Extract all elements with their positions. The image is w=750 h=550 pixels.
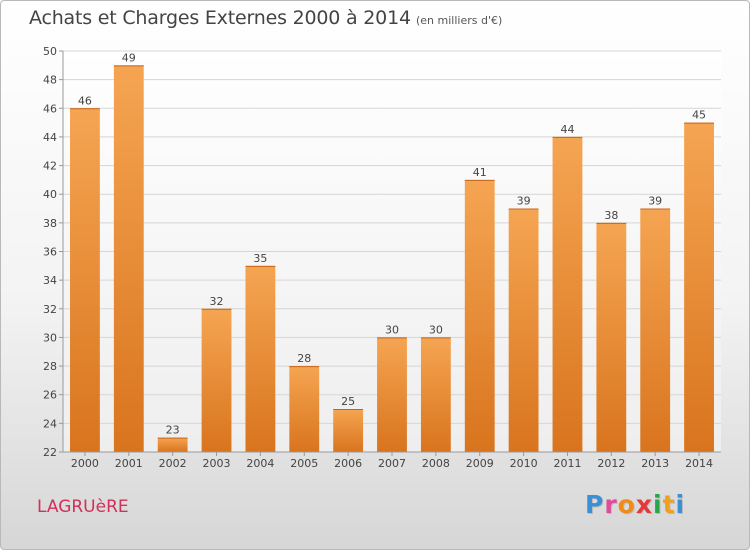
proxiti-logo[interactable]: Proxiti — [585, 490, 685, 519]
bar-2014[interactable] — [684, 122, 714, 452]
x-tick-label: 2005 — [290, 457, 318, 470]
bar-value-label: 30 — [429, 323, 443, 336]
y-tick-label: 40 — [43, 188, 57, 201]
bar-2008[interactable] — [420, 337, 451, 452]
bar-2009[interactable] — [464, 179, 495, 452]
y-tick-label: 24 — [43, 417, 57, 430]
bar-value-label: 30 — [385, 323, 399, 336]
bar-value-label: 38 — [604, 209, 618, 222]
y-tick-label: 34 — [43, 274, 57, 287]
logo-letter: r — [604, 490, 618, 519]
bar-2006[interactable] — [333, 409, 364, 452]
x-tick-label: 2006 — [334, 457, 362, 470]
logo-letter: P — [585, 490, 605, 519]
bar-value-label: 41 — [473, 166, 487, 179]
x-tick-label: 2003 — [203, 457, 231, 470]
x-tick-label: 2007 — [378, 457, 406, 470]
bar-value-label: 44 — [560, 123, 574, 136]
x-tick-label: 2009 — [466, 457, 494, 470]
x-tick-label: 2008 — [422, 457, 450, 470]
bar-2013[interactable] — [640, 208, 671, 452]
y-tick-label: 30 — [43, 331, 57, 344]
y-tick-label: 50 — [43, 45, 57, 58]
x-tick-label: 2001 — [115, 457, 143, 470]
y-tick-label: 26 — [43, 389, 57, 402]
x-tick-label: 2011 — [553, 457, 581, 470]
y-tick-label: 22 — [43, 446, 57, 459]
logo-letter: x — [635, 490, 653, 519]
x-tick-label: 2013 — [641, 457, 669, 470]
logo-letter: o — [617, 490, 636, 519]
bar-value-label: 45 — [692, 109, 706, 122]
y-tick-label: 38 — [43, 217, 57, 230]
bar-value-label: 46 — [78, 94, 92, 107]
bar-2012[interactable] — [596, 222, 627, 452]
y-tick-label: 46 — [43, 102, 57, 115]
bar-value-label: 25 — [341, 395, 355, 408]
x-tick-label: 2004 — [246, 457, 274, 470]
bar-2004[interactable] — [245, 265, 276, 452]
bar-2005[interactable] — [289, 366, 320, 452]
y-tick-label: 48 — [43, 74, 57, 87]
y-tick-label: 28 — [43, 360, 57, 373]
x-tick-label: 2012 — [597, 457, 625, 470]
bar-2007[interactable] — [377, 337, 407, 452]
bar-2010[interactable] — [508, 208, 539, 452]
chart-unit-note: (en milliers d'€) — [416, 14, 503, 27]
chart-title: Achats et Charges Externes 2000 à 2014 — [29, 7, 411, 29]
bar-value-label: 32 — [210, 295, 224, 308]
x-tick-label: 2014 — [685, 457, 713, 470]
bar-2000[interactable] — [70, 108, 100, 453]
y-tick-label: 42 — [43, 160, 57, 173]
y-tick-label: 32 — [43, 303, 57, 316]
bar-value-label: 49 — [122, 51, 136, 64]
x-tick-label: 2010 — [510, 457, 538, 470]
bar-value-label: 28 — [297, 352, 311, 365]
bar-value-label: 23 — [166, 424, 180, 437]
logo-letter: i — [675, 490, 686, 519]
y-tick-label: 36 — [43, 246, 57, 259]
bar-2002[interactable] — [157, 437, 188, 452]
bar-2001[interactable] — [113, 65, 144, 453]
bar-2003[interactable] — [201, 308, 232, 452]
bar-value-label: 39 — [648, 195, 662, 208]
place-name: LAGRUèRE — [37, 497, 129, 517]
bar-value-label: 39 — [517, 195, 531, 208]
bar-value-label: 35 — [253, 252, 267, 265]
bar-2011[interactable] — [552, 136, 583, 452]
x-tick-label: 2002 — [159, 457, 187, 470]
x-tick-label: 2000 — [71, 457, 99, 470]
logo-letter: t — [662, 490, 676, 519]
y-tick-label: 44 — [43, 131, 57, 144]
logo-letter: i — [653, 490, 663, 519]
